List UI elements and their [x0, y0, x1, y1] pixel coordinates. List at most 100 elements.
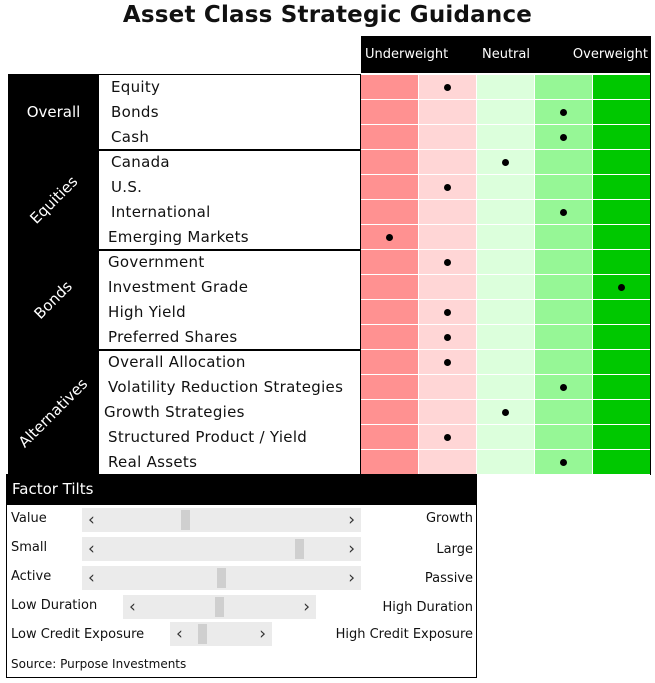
row-label: U.S. [111, 178, 143, 196]
grid-cell [419, 225, 477, 250]
group-divider [8, 249, 361, 251]
grid-cell [361, 75, 419, 100]
tilt-slider-thumb[interactable] [198, 624, 208, 644]
row-label: High Yield [108, 303, 186, 321]
grid-cell [361, 150, 419, 175]
tilt-right-label: High Credit Exposure [335, 627, 473, 642]
grid-cell [477, 250, 535, 275]
group-label-text: Overall [26, 102, 81, 121]
chevron-right-icon[interactable]: › [348, 539, 355, 559]
grid-cell [535, 250, 593, 275]
grid-cell [419, 450, 477, 475]
grid-cell [593, 300, 651, 325]
grid-cell [361, 275, 419, 300]
grid-cell [361, 425, 419, 450]
row-label: Emerging Markets [108, 228, 249, 246]
tilt-slider-thumb[interactable] [215, 597, 224, 617]
header-overweight: Overweight [535, 36, 651, 73]
chevron-right-icon[interactable]: › [348, 568, 355, 588]
chevron-left-icon[interactable]: ‹ [176, 624, 183, 644]
group-divider [8, 349, 361, 351]
tilt-slider-track[interactable]: ‹ › [82, 537, 361, 561]
tilt-slider-thumb[interactable] [217, 568, 226, 588]
row-label: Cash [111, 128, 150, 146]
grid-cell [477, 125, 535, 150]
tilt-slider-track[interactable]: ‹ › [82, 566, 361, 590]
source-note: Source: Purpose Investments [11, 657, 187, 671]
rating-dot [386, 234, 393, 241]
grid-cell [361, 300, 419, 325]
chevron-left-icon[interactable]: ‹ [88, 510, 95, 530]
tilt-slider-track[interactable]: ‹ › [170, 622, 272, 646]
grid-cell [361, 125, 419, 150]
grid-cell [593, 325, 651, 350]
group-label-equities: Equities [8, 150, 99, 250]
row-label: Volatility Reduction Strategies [108, 378, 344, 396]
grid-cell [477, 300, 535, 325]
row-label: Growth Strategies [104, 403, 245, 421]
tilt-right-label: Large [436, 542, 473, 557]
tilt-left-label: Low Duration [11, 598, 98, 613]
tilt-slider-thumb[interactable] [295, 539, 305, 559]
grid-cell [535, 175, 593, 200]
grid-cell [419, 375, 477, 400]
grid-cell [361, 400, 419, 425]
tilt-slider-track[interactable]: ‹ › [123, 595, 316, 619]
row-label: Government [108, 253, 205, 271]
rating-dot [560, 209, 567, 216]
group-divider [8, 149, 361, 151]
rating-dot [618, 284, 625, 291]
rating-dot [502, 409, 509, 416]
grid-cell [477, 225, 535, 250]
factor-tilts-header: Factor Tilts [6, 474, 477, 505]
grid-cell [361, 350, 419, 375]
grid-cell [535, 325, 593, 350]
row-label: Canada [111, 153, 170, 171]
grid-cell [361, 175, 419, 200]
grid-cell [593, 225, 651, 250]
grid-cell [593, 450, 651, 475]
tilt-right-label: Growth [425, 511, 473, 526]
row-label: Real Assets [108, 453, 198, 471]
rating-dot [444, 84, 451, 91]
grid-cell [593, 350, 651, 375]
tilt-left-label: Active [11, 569, 52, 584]
tilt-slider-track[interactable]: ‹ › [82, 508, 361, 532]
row-label: Structured Product / Yield [108, 428, 308, 446]
grid-cell [477, 350, 535, 375]
grid-cell [361, 450, 419, 475]
grid-cell [535, 425, 593, 450]
header-neutral: Neutral [477, 36, 535, 73]
grid-cell [535, 300, 593, 325]
row-label: Equity [111, 78, 161, 96]
tilt-left-label: Small [11, 540, 48, 555]
tilt-slider-thumb[interactable] [180, 510, 190, 530]
grid-cell [593, 425, 651, 450]
grid-cell [535, 275, 593, 300]
grid-cell [535, 150, 593, 175]
grid-cell [361, 250, 419, 275]
chevron-left-icon[interactable]: ‹ [88, 539, 95, 559]
tilt-right-label: Passive [424, 571, 473, 586]
grid-cell [593, 100, 651, 125]
chevron-right-icon[interactable]: › [303, 597, 310, 617]
chevron-left-icon[interactable]: ‹ [129, 597, 136, 617]
chevron-right-icon[interactable]: › [259, 624, 266, 644]
chevron-right-icon[interactable]: › [348, 510, 355, 530]
group-label-text: Bonds [30, 277, 77, 323]
rating-dot [444, 334, 451, 341]
grid-cell [477, 425, 535, 450]
rating-dot [560, 134, 567, 141]
group-label-alternatives: Alternatives [8, 350, 99, 475]
grid-cell [593, 375, 651, 400]
factor-tilts-panel [6, 474, 477, 678]
tilt-left-label: Value [11, 511, 47, 526]
group-label-text: Alternatives [15, 374, 92, 451]
grid-cell [419, 100, 477, 125]
row-label: Bonds [111, 103, 159, 121]
rating-dot [560, 109, 567, 116]
tilt-left-label: Low Credit Exposure [11, 627, 145, 642]
header-underweight: Underweight [361, 36, 477, 73]
chevron-left-icon[interactable]: ‹ [88, 568, 95, 588]
grid-cell [593, 150, 651, 175]
